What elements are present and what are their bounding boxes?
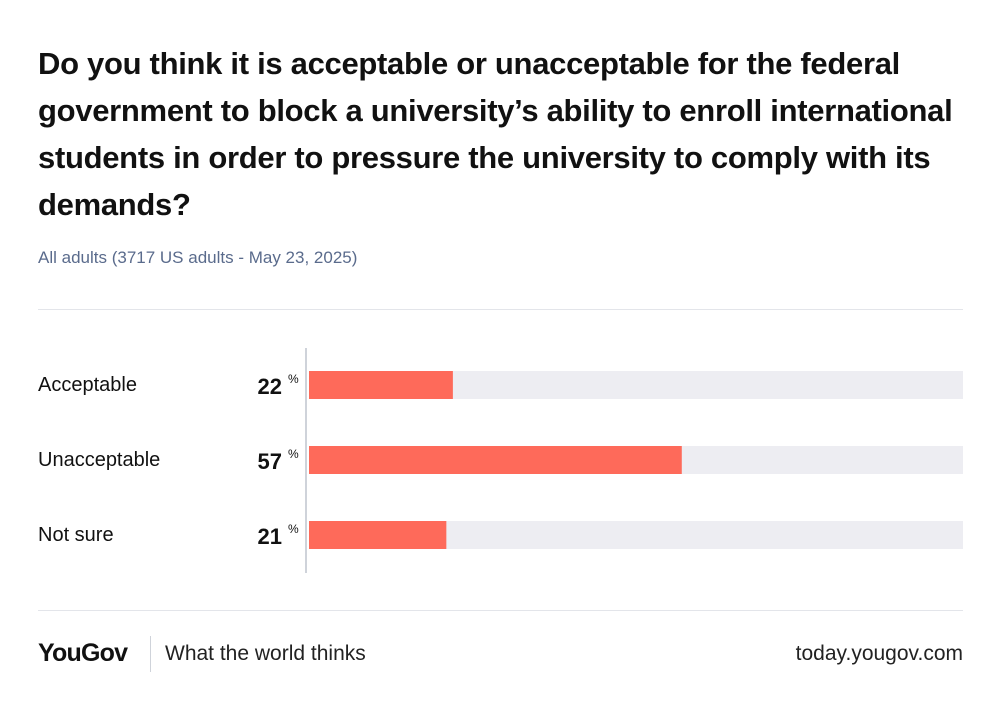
bar: [309, 371, 453, 399]
unit-label: %: [288, 522, 299, 536]
value-label: 57: [258, 449, 282, 474]
category-label: Unacceptable: [38, 449, 160, 471]
chart-subtitle: All adults (3717 US adults - May 23, 202…: [38, 248, 358, 267]
bar: [309, 521, 447, 549]
bottom-divider: [38, 610, 963, 611]
value-label: 21: [258, 524, 282, 549]
value-label: 22: [258, 374, 282, 399]
bar-chart: Acceptable 22 % Unacceptable 57 % Not sure 21%: [38, 348, 963, 573]
unit-label: %: [288, 372, 299, 386]
footer-url[interactable]: today.yougov.com: [795, 642, 963, 665]
footer-separator: [150, 636, 151, 672]
category-label: Not sure: [38, 524, 114, 546]
unit-label: %: [288, 447, 299, 461]
bar: [309, 446, 682, 474]
chart-title: Do you think it is acceptable or unaccep…: [38, 46, 953, 222]
category-label: Acceptable: [38, 374, 137, 396]
yougov-logo: YouGov: [38, 639, 128, 667]
top-divider: [38, 309, 963, 310]
footer-tagline: What the world thinks: [165, 642, 366, 665]
